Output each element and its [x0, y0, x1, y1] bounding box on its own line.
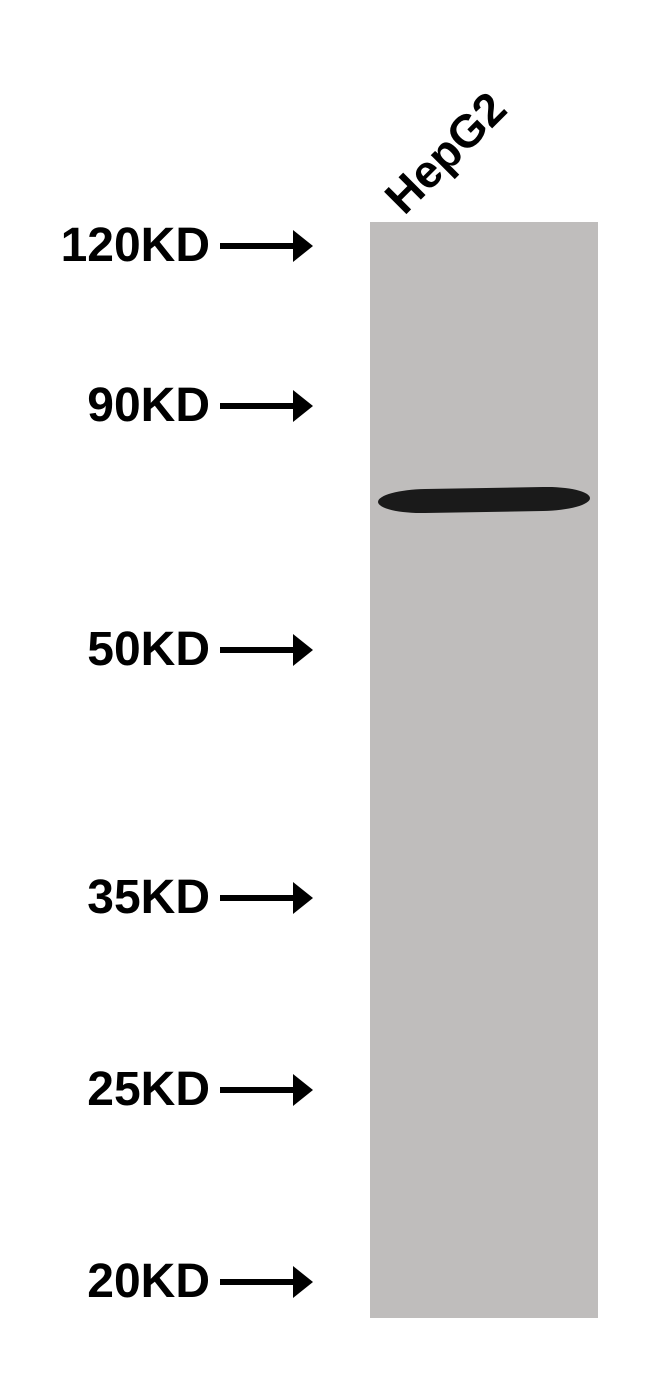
marker-row: 25KD — [50, 1062, 317, 1117]
marker-label: 90KD — [50, 378, 210, 433]
arrow-icon — [218, 222, 317, 270]
marker-label: 20KD — [50, 1254, 210, 1309]
lane-label: HepG2 — [374, 81, 517, 224]
marker-label: 120KD — [50, 218, 210, 273]
marker-label: 35KD — [50, 870, 210, 925]
marker-row: 50KD — [50, 622, 317, 677]
marker-row: 90KD — [50, 378, 317, 433]
arrow-icon — [218, 382, 317, 430]
marker-row: 20KD — [50, 1254, 317, 1309]
arrow-icon — [218, 1258, 317, 1306]
arrow-icon — [218, 626, 317, 674]
arrow-icon — [218, 1066, 317, 1114]
protein-band — [378, 486, 590, 514]
arrow-icon — [218, 874, 317, 922]
blot-lane — [370, 222, 598, 1318]
marker-row: 35KD — [50, 870, 317, 925]
marker-label: 25KD — [50, 1062, 210, 1117]
marker-row: 120KD — [50, 218, 317, 273]
western-blot-diagram: HepG2 120KD 90KD 50KD 35KD 25KD 20KD — [0, 0, 650, 1377]
marker-label: 50KD — [50, 622, 210, 677]
